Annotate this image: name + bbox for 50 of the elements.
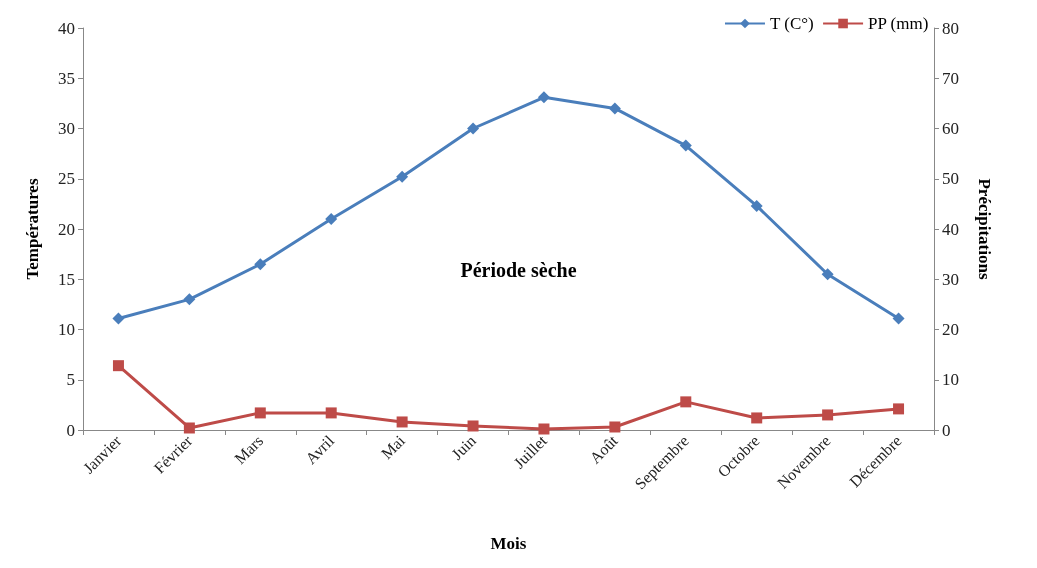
- point: [254, 407, 266, 419]
- y-tick-label: 0: [66, 420, 75, 440]
- y-tick-label: 25: [58, 169, 75, 189]
- point: [680, 396, 692, 408]
- x-tick-label: Juin: [448, 431, 480, 463]
- x-tick-label: Mai: [377, 431, 409, 463]
- y-tick-label: 10: [58, 320, 75, 339]
- y-tick-label: 40: [58, 18, 75, 38]
- point: [893, 403, 905, 415]
- point: [325, 212, 338, 225]
- point: [679, 139, 692, 152]
- y-axis-title: Températures: [23, 178, 42, 280]
- point: [892, 312, 905, 325]
- y2-tick-label: 30: [942, 269, 959, 289]
- point: [751, 412, 763, 424]
- point: [821, 268, 834, 281]
- point: [183, 422, 195, 434]
- y2-tick-label: 50: [942, 169, 959, 189]
- point: [467, 420, 479, 432]
- y2-tick-label: 70: [942, 68, 959, 88]
- y-tick-label: 5: [66, 370, 75, 390]
- y2-tick-label: 60: [942, 119, 959, 138]
- point: [467, 122, 480, 135]
- point: [254, 258, 267, 271]
- y2-tick-label: 40: [942, 219, 959, 239]
- x-axis-title: Mois: [490, 534, 527, 553]
- y-tick-label: 15: [58, 269, 75, 289]
- y-tick-label: 35: [58, 68, 75, 88]
- legend-label: PP (mm): [868, 14, 929, 33]
- y2-tick-label: 0: [942, 420, 951, 440]
- point: [112, 312, 125, 325]
- point: [538, 423, 550, 435]
- point: [537, 91, 550, 104]
- y2-tick-label: 10: [942, 370, 959, 390]
- point: [325, 407, 337, 419]
- legend-label: T (C°): [769, 14, 814, 33]
- y-tick-label: 20: [58, 219, 75, 239]
- point: [750, 199, 763, 212]
- y2-tick-label: 80: [942, 18, 959, 38]
- point: [822, 409, 834, 421]
- point: [112, 360, 124, 372]
- point: [183, 293, 196, 306]
- annotation: Période sèche: [460, 259, 577, 281]
- y2-axis-title: Précipitations: [975, 178, 994, 280]
- point: [396, 170, 409, 183]
- y2-tick-label: 20: [942, 320, 959, 339]
- point: [609, 421, 621, 433]
- point: [396, 416, 408, 428]
- y-tick-label: 30: [58, 119, 75, 138]
- point: [608, 102, 621, 115]
